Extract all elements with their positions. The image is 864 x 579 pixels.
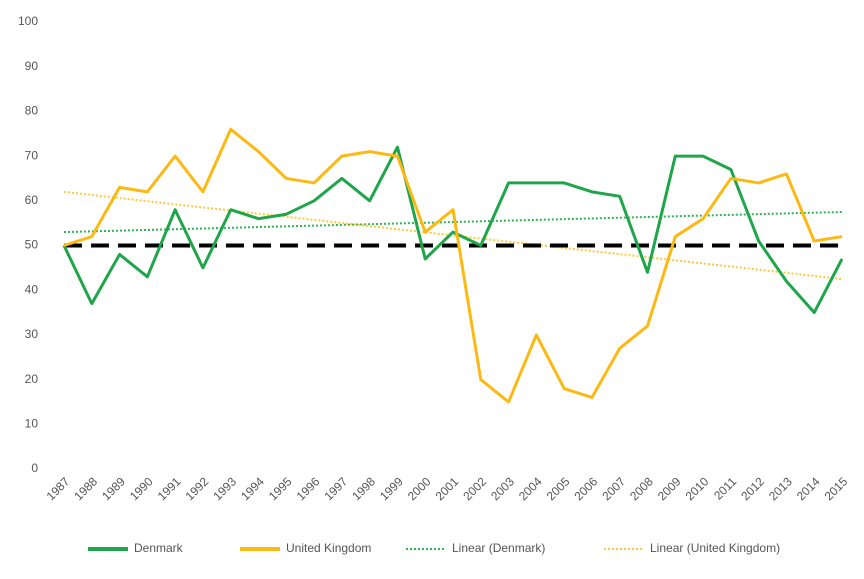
x-tick-label: 2001 — [433, 474, 462, 503]
x-tick-label: 1999 — [377, 474, 406, 503]
x-tick-label: 1989 — [99, 474, 128, 503]
x-tick-label: 2011 — [711, 474, 739, 502]
x-tick-label: 2015 — [822, 474, 851, 503]
x-tick-label: 2008 — [627, 474, 656, 503]
x-tick-label: 1993 — [210, 474, 239, 503]
series-line — [62, 145, 844, 315]
y-tick-label: 40 — [25, 282, 39, 296]
trend-line — [63, 190, 843, 281]
legend-label: Denmark — [134, 541, 184, 555]
series-line — [63, 127, 843, 404]
legend-label: Linear (Denmark) — [452, 541, 545, 555]
x-tick-label: 2002 — [460, 474, 489, 503]
x-tick-label: 2012 — [738, 474, 767, 503]
x-tick-label: 1990 — [127, 474, 156, 503]
x-tick-label: 2004 — [516, 474, 545, 503]
legend-label: Linear (United Kingdom) — [650, 541, 780, 555]
x-tick-label: 2003 — [488, 474, 517, 503]
legend-label: United Kingdom — [286, 541, 371, 555]
x-tick-label: 1996 — [294, 474, 323, 503]
y-tick-label: 50 — [25, 238, 39, 252]
x-tick-label: 1994 — [238, 474, 267, 503]
x-tick-label: 1987 — [44, 474, 73, 503]
x-tick-label: 2014 — [794, 474, 823, 503]
x-tick-label: 1997 — [321, 474, 350, 503]
y-tick-label: 60 — [25, 193, 39, 207]
y-tick-label: 0 — [31, 461, 38, 475]
y-tick-label: 100 — [18, 14, 38, 28]
x-tick-label: 1995 — [266, 474, 295, 503]
y-tick-label: 10 — [25, 416, 39, 430]
y-tick-label: 70 — [25, 148, 39, 162]
x-tick-label: 2000 — [405, 474, 434, 503]
x-tick-label: 2009 — [655, 474, 684, 503]
x-tick-label: 2006 — [572, 474, 601, 503]
x-tick-label: 2005 — [544, 474, 573, 503]
x-tick-label: 1998 — [349, 474, 378, 503]
trend-line — [63, 210, 843, 234]
x-tick-label: 1988 — [71, 474, 100, 503]
x-tick-label: 2010 — [683, 474, 712, 503]
x-tick-label: 2013 — [766, 474, 795, 503]
x-tick-label: 1991 — [155, 474, 184, 503]
y-tick-label: 20 — [25, 372, 39, 386]
x-tick-label: 1992 — [183, 474, 212, 503]
y-tick-label: 80 — [25, 104, 39, 118]
y-tick-label: 90 — [25, 59, 39, 73]
x-tick-label: 2007 — [599, 474, 628, 503]
y-tick-label: 30 — [25, 327, 39, 341]
